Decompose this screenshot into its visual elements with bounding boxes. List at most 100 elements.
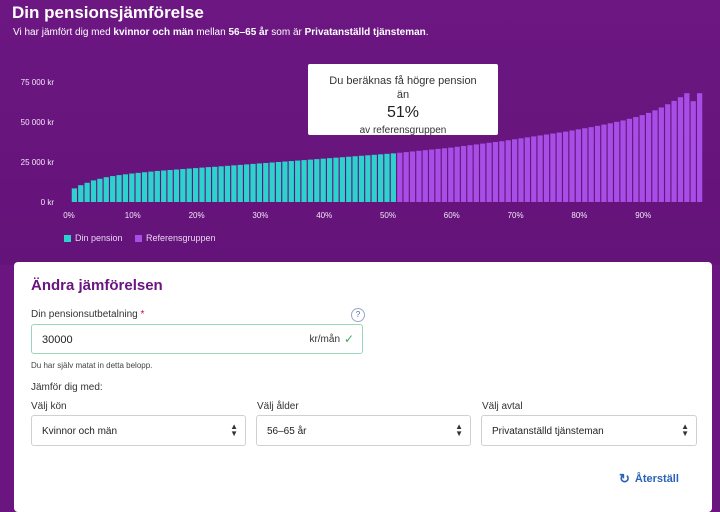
amount-hint: Du har själv matat in detta belopp. bbox=[31, 361, 153, 370]
subtitle-text: Vi har jämfört dig med bbox=[13, 27, 114, 38]
chart-bar bbox=[531, 136, 537, 202]
pension-amount-field[interactable]: 30000 kr/mån ✓ bbox=[31, 324, 363, 354]
tooltip-line1: Du beräknas få högre pension bbox=[329, 75, 477, 87]
chart-bar bbox=[282, 161, 288, 202]
legend-item-reference: Referensgruppen bbox=[135, 233, 216, 243]
chart-bar bbox=[563, 131, 569, 202]
x-tick-label: 70% bbox=[508, 211, 524, 220]
chart-bar bbox=[237, 164, 243, 202]
chart-tooltip: Du beräknas få högre pension än 51% av r… bbox=[308, 64, 498, 135]
required-marker: * bbox=[140, 309, 145, 320]
select-arrows-icon: ▲ ▼ bbox=[455, 422, 463, 438]
legend-label-yours: Din pension bbox=[75, 233, 123, 243]
chart-bar bbox=[244, 164, 250, 202]
chart-bar bbox=[582, 128, 588, 202]
chart-bar bbox=[473, 144, 479, 202]
y-tick-label: 75 000 kr bbox=[21, 78, 55, 87]
agreement-select-value: Privatanställd tjänsteman bbox=[492, 426, 604, 437]
chart-bar bbox=[269, 162, 275, 202]
subtitle-age: 56–65 år bbox=[228, 27, 269, 38]
chart-bar bbox=[167, 170, 173, 202]
form-title: Ändra jämförelsen bbox=[31, 277, 163, 294]
chart-bar bbox=[448, 147, 454, 202]
chart-bar bbox=[658, 107, 664, 202]
chart-bar bbox=[575, 129, 582, 202]
tooltip-percent: 51% bbox=[386, 104, 420, 121]
tooltip-line3: av referensgruppen bbox=[359, 125, 447, 135]
select-arrows-icon: ▲ ▼ bbox=[681, 422, 689, 438]
tooltip-line2: än bbox=[396, 89, 410, 101]
help-icon[interactable]: ? bbox=[351, 308, 365, 322]
chart-bar bbox=[486, 142, 492, 202]
chart-bar bbox=[371, 154, 377, 202]
chart-bar bbox=[403, 152, 409, 202]
legend-item-yours: Din pension bbox=[64, 233, 123, 243]
legend-swatch-reference bbox=[135, 234, 142, 242]
x-tick-label: 30% bbox=[252, 211, 268, 220]
x-tick-label: 60% bbox=[444, 211, 460, 220]
chart-bar bbox=[677, 97, 684, 202]
chart-bar bbox=[224, 165, 231, 202]
chart-bar bbox=[116, 175, 122, 202]
chart-bar bbox=[684, 93, 690, 202]
x-tick-label: 20% bbox=[189, 211, 205, 220]
chart-bar bbox=[435, 148, 441, 202]
chart-bar bbox=[480, 143, 486, 202]
chart-bar bbox=[397, 152, 403, 202]
legend-swatch-yours bbox=[64, 234, 71, 242]
chart-bar bbox=[524, 137, 530, 202]
chart-bar bbox=[358, 155, 365, 202]
chart-bar bbox=[129, 173, 135, 202]
chart-bar bbox=[697, 93, 703, 202]
chart-bar bbox=[626, 118, 633, 202]
y-tick-label: 25 000 kr bbox=[21, 158, 55, 167]
legend-label-reference: Referensgruppen bbox=[146, 233, 216, 243]
reset-button[interactable]: ↻ Återställ bbox=[619, 471, 679, 487]
chart-bar bbox=[639, 115, 645, 202]
chart-bar bbox=[154, 170, 160, 202]
age-label: Välj ålder bbox=[257, 401, 299, 412]
compare-label: Jämför dig med: bbox=[31, 382, 103, 393]
chart-bar bbox=[384, 153, 390, 202]
x-tick-label: 50% bbox=[380, 211, 396, 220]
chart-bar bbox=[390, 153, 396, 202]
x-tick-label: 0% bbox=[63, 211, 75, 220]
chart-bar bbox=[518, 138, 524, 202]
chart-bar bbox=[71, 188, 77, 202]
amount-label-text: Din pensionsutbetalning bbox=[31, 309, 138, 320]
chart-bar bbox=[620, 120, 626, 202]
chart-bar bbox=[429, 149, 435, 202]
chart-bar bbox=[320, 158, 326, 202]
chart-bar bbox=[607, 123, 613, 202]
chart-bar bbox=[192, 168, 199, 202]
chart-bar bbox=[307, 159, 314, 202]
chart-bar bbox=[339, 157, 345, 202]
chart-bar bbox=[467, 145, 473, 202]
chart-bar bbox=[199, 167, 205, 202]
chart-bar bbox=[645, 112, 652, 202]
chart-bar bbox=[135, 172, 141, 202]
agreement-select[interactable]: Privatanställd tjänsteman ▲ ▼ bbox=[481, 415, 697, 446]
subtitle-text: . bbox=[425, 27, 429, 38]
chart-bar bbox=[314, 159, 320, 202]
chart-bar bbox=[537, 135, 543, 202]
chart-bar bbox=[218, 166, 224, 202]
age-select-value: 56–65 år bbox=[267, 426, 307, 437]
chart-bar bbox=[690, 101, 696, 202]
page-title: Din pensionsjämförelse bbox=[12, 3, 204, 22]
pension-amount-value[interactable]: 30000 bbox=[42, 334, 73, 346]
chart-bar bbox=[84, 182, 90, 202]
chart-bar bbox=[511, 139, 518, 202]
chart-bar bbox=[148, 171, 154, 202]
chart-bar bbox=[110, 176, 116, 202]
age-select[interactable]: 56–65 år ▲ ▼ bbox=[256, 415, 471, 446]
chart-bar bbox=[122, 174, 129, 202]
chart-bar bbox=[295, 160, 301, 202]
chart-bar bbox=[499, 141, 505, 202]
x-tick-label: 40% bbox=[316, 211, 332, 220]
amount-label: Din pensionsutbetalning * bbox=[31, 309, 144, 320]
chart-bar bbox=[601, 124, 607, 202]
gender-select[interactable]: Kvinnor och män ▲ ▼ bbox=[31, 415, 246, 446]
chart-bar bbox=[422, 150, 428, 202]
chart-bar bbox=[569, 130, 575, 202]
